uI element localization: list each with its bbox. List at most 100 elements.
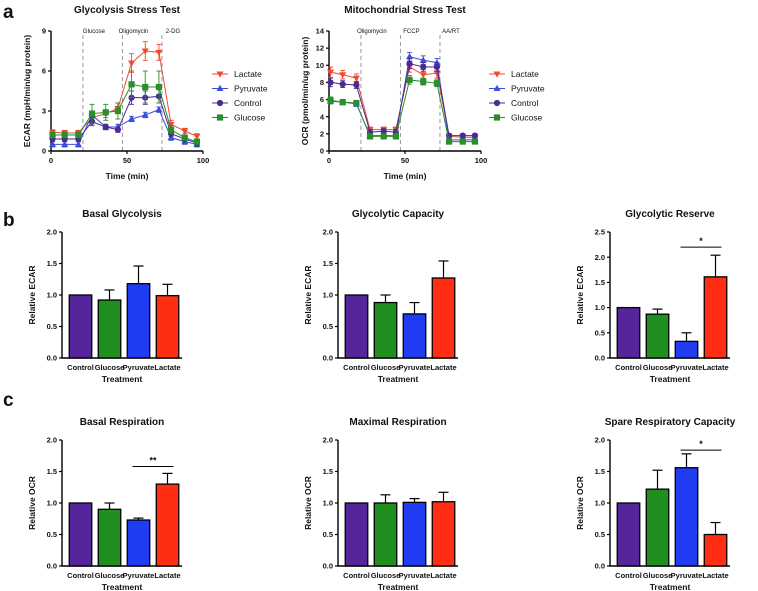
panel-label-a: a xyxy=(3,2,14,23)
y-tick-label: 1.5 xyxy=(323,467,333,476)
series-lactate xyxy=(327,61,479,141)
y-tick-label: 2.0 xyxy=(47,436,57,445)
bar-pyruvate xyxy=(126,283,151,359)
injection-label: 2-DG xyxy=(166,29,181,35)
data-point xyxy=(327,97,334,104)
data-point xyxy=(352,75,360,82)
x-tick-label: Pyruvate xyxy=(671,363,703,372)
chart-basal_resp: Basal Respiration 0.0 0.5 1.0 1.5 2.0 Control G… xyxy=(27,417,182,591)
x-tick-label: Lactate xyxy=(430,571,456,580)
y-tick-label: 0.0 xyxy=(323,562,333,571)
series-lactate xyxy=(49,41,201,141)
y-tick-label: 0.5 xyxy=(595,328,605,337)
legend-marker xyxy=(216,99,224,107)
data-point xyxy=(406,76,413,83)
chart-glyc_res: Glycolytic Reserve 0.0 0.5 1.0 1.5 2.0 2.5 Cont… xyxy=(575,209,730,384)
legend-label: Glucose xyxy=(511,113,542,123)
bar-control xyxy=(68,294,93,359)
data-point xyxy=(155,83,163,91)
x-tick-label: Control xyxy=(67,363,94,372)
x-axis-label: Treatment xyxy=(102,582,143,591)
data-point xyxy=(75,131,82,139)
y-tick-label: 2.0 xyxy=(47,228,57,237)
data-point xyxy=(339,81,346,88)
chart-title: Mitochondrial Stress Test xyxy=(344,5,466,16)
data-point xyxy=(114,107,121,115)
bar-glucose xyxy=(373,502,398,567)
bar-control xyxy=(616,306,641,359)
chart-glyco: Glycolysis Stress Test Glucose Oligomycin 2… xyxy=(22,5,268,181)
x-axis-label: Time (min) xyxy=(384,171,427,181)
legend-marker xyxy=(493,99,501,107)
data-point xyxy=(88,110,96,117)
x-tick-label: Control xyxy=(615,363,642,372)
y-tick-label: 1.0 xyxy=(595,303,605,312)
data-point xyxy=(181,128,189,135)
x-tick-label: Control xyxy=(343,571,370,580)
y-tick-label: 0 xyxy=(320,147,324,156)
y-tick-label: 2 xyxy=(320,129,324,138)
panel-label-b: b xyxy=(3,210,15,231)
y-tick-label: 0 xyxy=(42,147,46,156)
y-tick-label: 0.0 xyxy=(595,562,605,571)
series-control xyxy=(327,57,479,139)
data-point xyxy=(353,81,360,89)
data-point xyxy=(392,133,399,140)
y-axis-label: Relative ECAR xyxy=(303,265,313,324)
x-tick-label: Glucose xyxy=(95,571,125,580)
data-point xyxy=(380,133,387,140)
x-tick-label: 50 xyxy=(401,156,409,165)
y-tick-label: 14 xyxy=(316,27,325,36)
x-tick-label: 100 xyxy=(197,156,210,165)
chart-title: Basal Respiration xyxy=(80,417,164,428)
legend-label: Pyruvate xyxy=(511,84,545,94)
x-tick-label: Control xyxy=(67,571,94,580)
chart-spare_resp: Spare Respiratory Capacity 0.0 0.5 1.0 1.5 2.… xyxy=(575,417,736,591)
y-axis-label: Relative OCR xyxy=(27,476,37,530)
bar-pyruvate xyxy=(126,519,151,567)
y-tick-label: 2.0 xyxy=(595,253,605,262)
y-tick-label: 2.5 xyxy=(595,228,605,237)
y-axis-label: Relative ECAR xyxy=(27,265,37,324)
chart-mito: Mitochondrial Stress Test Oligomycin FCCP A… xyxy=(300,5,545,181)
bar-control xyxy=(68,502,93,567)
x-tick-label: Control xyxy=(615,571,642,580)
data-point xyxy=(339,99,346,106)
x-tick-label: Glucose xyxy=(643,571,673,580)
data-point xyxy=(128,60,136,67)
series-glucose xyxy=(327,75,479,145)
injection-label: Oligomycin xyxy=(119,29,149,35)
y-tick-label: 2.0 xyxy=(323,228,333,237)
y-tick-label: 1.5 xyxy=(595,278,605,287)
data-point xyxy=(141,48,149,55)
y-tick-label: 0.5 xyxy=(595,530,605,539)
x-axis-label: Treatment xyxy=(650,582,691,591)
series-pyruvate xyxy=(49,105,201,148)
bar-glucose xyxy=(97,299,122,359)
data-point xyxy=(380,128,387,135)
injection-label: AA/RT xyxy=(442,29,460,35)
y-tick-label: 1.5 xyxy=(323,259,333,268)
bar-pyruvate xyxy=(674,340,699,359)
data-point xyxy=(49,140,57,147)
y-axis-label: Relative OCR xyxy=(575,476,585,530)
y-tick-label: 2.0 xyxy=(323,436,333,445)
chart-title: Maximal Respiration xyxy=(349,417,446,428)
chart-title: Glycolytic Reserve xyxy=(625,209,715,220)
data-point xyxy=(167,133,175,141)
data-point xyxy=(459,132,466,139)
x-axis-label: Time (min) xyxy=(106,171,149,181)
data-point xyxy=(420,63,427,71)
bar-lactate xyxy=(431,277,456,359)
data-point xyxy=(327,69,335,76)
x-tick-label: 0 xyxy=(49,156,53,165)
legend: Lactate Pyruvate Control Glucose xyxy=(212,69,268,123)
data-point xyxy=(74,140,82,147)
y-tick-label: 0.5 xyxy=(47,322,57,331)
x-tick-label: Glucose xyxy=(371,363,401,372)
data-point xyxy=(433,59,441,66)
y-tick-label: 0.0 xyxy=(323,354,333,363)
data-point xyxy=(419,56,427,63)
data-point xyxy=(471,138,479,145)
